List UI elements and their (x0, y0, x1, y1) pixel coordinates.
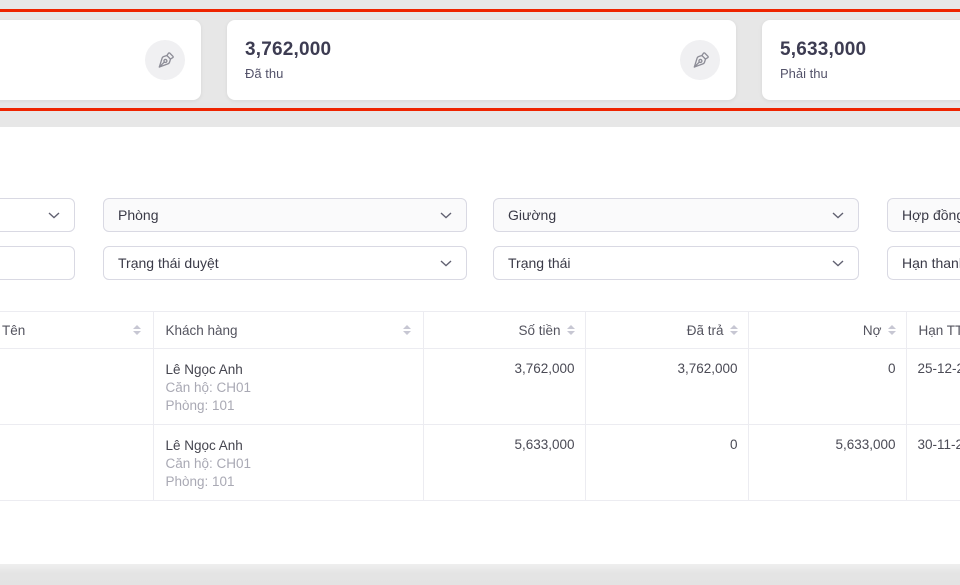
pen-nib-icon (693, 51, 709, 68)
cell-so-tien: 5,633,000 (422, 424, 585, 501)
cell-da-tra: 3,762,000 (584, 348, 748, 425)
customer-apartment: Căn hộ: CH01 (165, 456, 252, 471)
sort-icon (729, 325, 738, 335)
column-label: Hạn TT (918, 322, 960, 338)
sort-icon (566, 325, 575, 335)
customer-room: Phòng: 101 (165, 398, 235, 413)
cell-ten (0, 424, 153, 501)
caret-up-icon (402, 325, 411, 329)
column-label: Tên (2, 322, 26, 338)
table-row[interactable]: Lê Ngọc Anh Căn hộ: CH01 Phòng: 101 5,63… (0, 424, 960, 501)
contract-filter-select[interactable]: Hợp đồng (887, 198, 960, 232)
payment-due-filter-select[interactable]: Hạn thanh (887, 246, 960, 280)
sort-icon (402, 325, 411, 335)
cell-khach-hang: Lê Ngọc Anh Căn hộ: CH01 Phòng: 101 (152, 348, 423, 425)
chevron-down-icon (832, 211, 844, 219)
table-row[interactable]: Lê Ngọc Anh Căn hộ: CH01 Phòng: 101 3,76… (0, 348, 960, 425)
caret-down-icon (402, 331, 411, 335)
cell-han-tt: 30-11-2 (905, 424, 960, 501)
customer-name: Lê Ngọc Anh (165, 362, 243, 377)
summary-card-receivable-info: 5,633,000 Phải thu (780, 39, 866, 81)
column-header-khach-hang[interactable]: Khách hàng (152, 311, 423, 349)
pen-nib-icon-badge (680, 40, 720, 80)
column-header-ten[interactable]: Tên (0, 311, 153, 349)
chevron-down-icon (440, 211, 452, 219)
summary-card-receivable: 5,633,000 Phải thu (762, 20, 960, 100)
summary-strip: 3,762,000 Đã thu 5,633,000 Phải thu (0, 0, 960, 127)
column-header-han-tt[interactable]: Hạn TT (905, 311, 960, 349)
cell-da-tra: 0 (584, 424, 748, 501)
pen-nib-icon (158, 51, 174, 68)
cell-so-tien: 3,762,000 (422, 348, 585, 425)
column-label: Số tiền (518, 322, 561, 338)
highlight-line-bottom (0, 108, 960, 111)
bottom-bar (0, 564, 960, 585)
invoices-table: Tên Khách hàng Số tiền (0, 311, 960, 501)
summary-card-collected-info: 3,762,000 Đã thu (245, 39, 331, 81)
approval-status-filter-select[interactable]: Trạng thái duyệt (103, 246, 467, 280)
customer-name: Lê Ngọc Anh (165, 438, 243, 453)
column-header-no[interactable]: Nợ (747, 311, 906, 349)
bed-filter-select[interactable]: Giường (493, 198, 859, 232)
caret-up-icon (566, 325, 575, 329)
caret-down-icon (132, 331, 141, 335)
caret-down-icon (729, 331, 738, 335)
pen-nib-icon-badge (145, 40, 185, 80)
sort-icon (887, 325, 896, 335)
caret-up-icon (887, 325, 896, 329)
filter-input-cropped[interactable] (0, 246, 75, 280)
cell-no: 0 (747, 348, 906, 425)
filter-label: Giường (508, 207, 557, 223)
caret-up-icon (132, 325, 141, 329)
caret-down-icon (566, 331, 575, 335)
cell-han-tt: 25-12-2 (905, 348, 960, 425)
summary-card-collected: 3,762,000 Đã thu (227, 20, 736, 100)
chevron-down-icon (832, 259, 844, 267)
filter-label: Hợp đồng (902, 207, 960, 223)
column-header-da-tra[interactable]: Đã trả (584, 311, 748, 349)
receivable-amount: 5,633,000 (780, 39, 867, 60)
filter-select-cropped[interactable] (0, 198, 75, 232)
table-header-row: Tên Khách hàng Số tiền (0, 311, 960, 349)
highlight-line-top (0, 9, 960, 12)
filter-label: Trạng thái (508, 255, 571, 271)
filter-label: Trạng thái duyệt (118, 255, 219, 271)
cell-ten (0, 348, 153, 425)
status-filter-select[interactable]: Trạng thái (493, 246, 859, 280)
customer-room: Phòng: 101 (165, 474, 235, 489)
column-header-so-tien[interactable]: Số tiền (422, 311, 585, 349)
sort-icon (132, 325, 141, 335)
collected-label: Đã thu (245, 66, 284, 81)
caret-up-icon (729, 325, 738, 329)
cell-khach-hang: Lê Ngọc Anh Căn hộ: CH01 Phòng: 101 (152, 424, 423, 501)
collected-amount: 3,762,000 (245, 39, 332, 60)
room-filter-select[interactable]: Phòng (103, 198, 467, 232)
column-label: Khách hàng (165, 322, 238, 338)
receivable-label: Phải thu (780, 66, 828, 81)
column-label: Đã trả (686, 322, 724, 338)
summary-card-left (0, 20, 201, 100)
filter-label: Hạn thanh (902, 255, 960, 271)
customer-apartment: Căn hộ: CH01 (165, 380, 252, 395)
chevron-down-icon (440, 259, 452, 267)
filter-label: Phòng (118, 207, 159, 223)
chevron-down-icon (48, 211, 60, 219)
cell-no: 5,633,000 (747, 424, 906, 501)
caret-down-icon (887, 331, 896, 335)
column-label: Nợ (862, 322, 882, 338)
